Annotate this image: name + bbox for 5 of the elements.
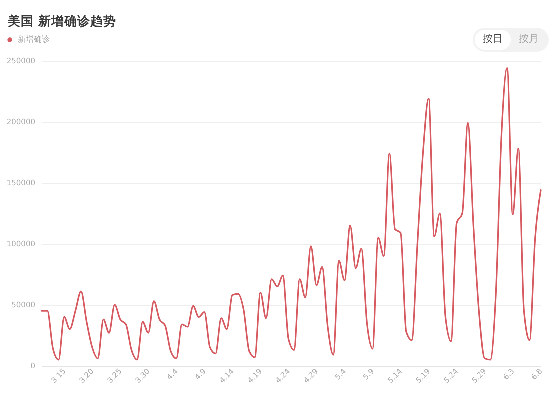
toggle-button: 按日	[475, 30, 511, 50]
line-series	[41, 68, 542, 361]
chart-title: 美国 新增确诊趋势	[7, 14, 116, 28]
legend-label: 新增确诊	[18, 35, 50, 44]
button-label: 按月	[518, 32, 540, 47]
